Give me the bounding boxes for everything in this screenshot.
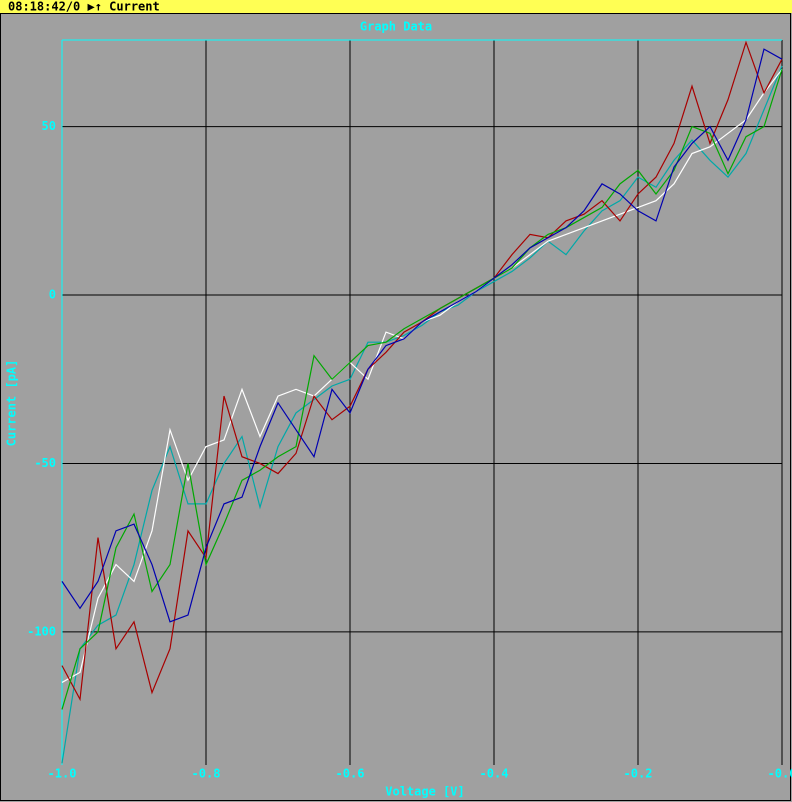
- x-tick-label: -0.6: [336, 767, 365, 781]
- y-tick-label: 50: [42, 119, 56, 133]
- status-bar: [0, 0, 792, 13]
- y-axis-label: Current [pA]: [5, 360, 19, 447]
- data-line: [61, 69, 783, 710]
- x-tick-label: -0.8: [192, 767, 221, 781]
- x-axis-label: Voltage [V]: [385, 785, 464, 799]
- x-tick-label: -0.2: [624, 767, 653, 781]
- frame: [0, 13, 791, 801]
- data-line: [61, 48, 783, 623]
- x-tick-label: -0.4: [480, 767, 509, 781]
- x-tick-label: -0.0: [768, 767, 792, 781]
- y-tick-label: -50: [34, 456, 56, 470]
- chart-title: Graph Data: [360, 20, 432, 34]
- status-text: 08:18:42/0 ▶↑ Current: [8, 0, 160, 14]
- y-tick-label: -100: [27, 624, 56, 638]
- data-line: [61, 65, 783, 764]
- x-tick-label: -1.0: [48, 767, 77, 781]
- y-tick-label: 0: [49, 288, 56, 302]
